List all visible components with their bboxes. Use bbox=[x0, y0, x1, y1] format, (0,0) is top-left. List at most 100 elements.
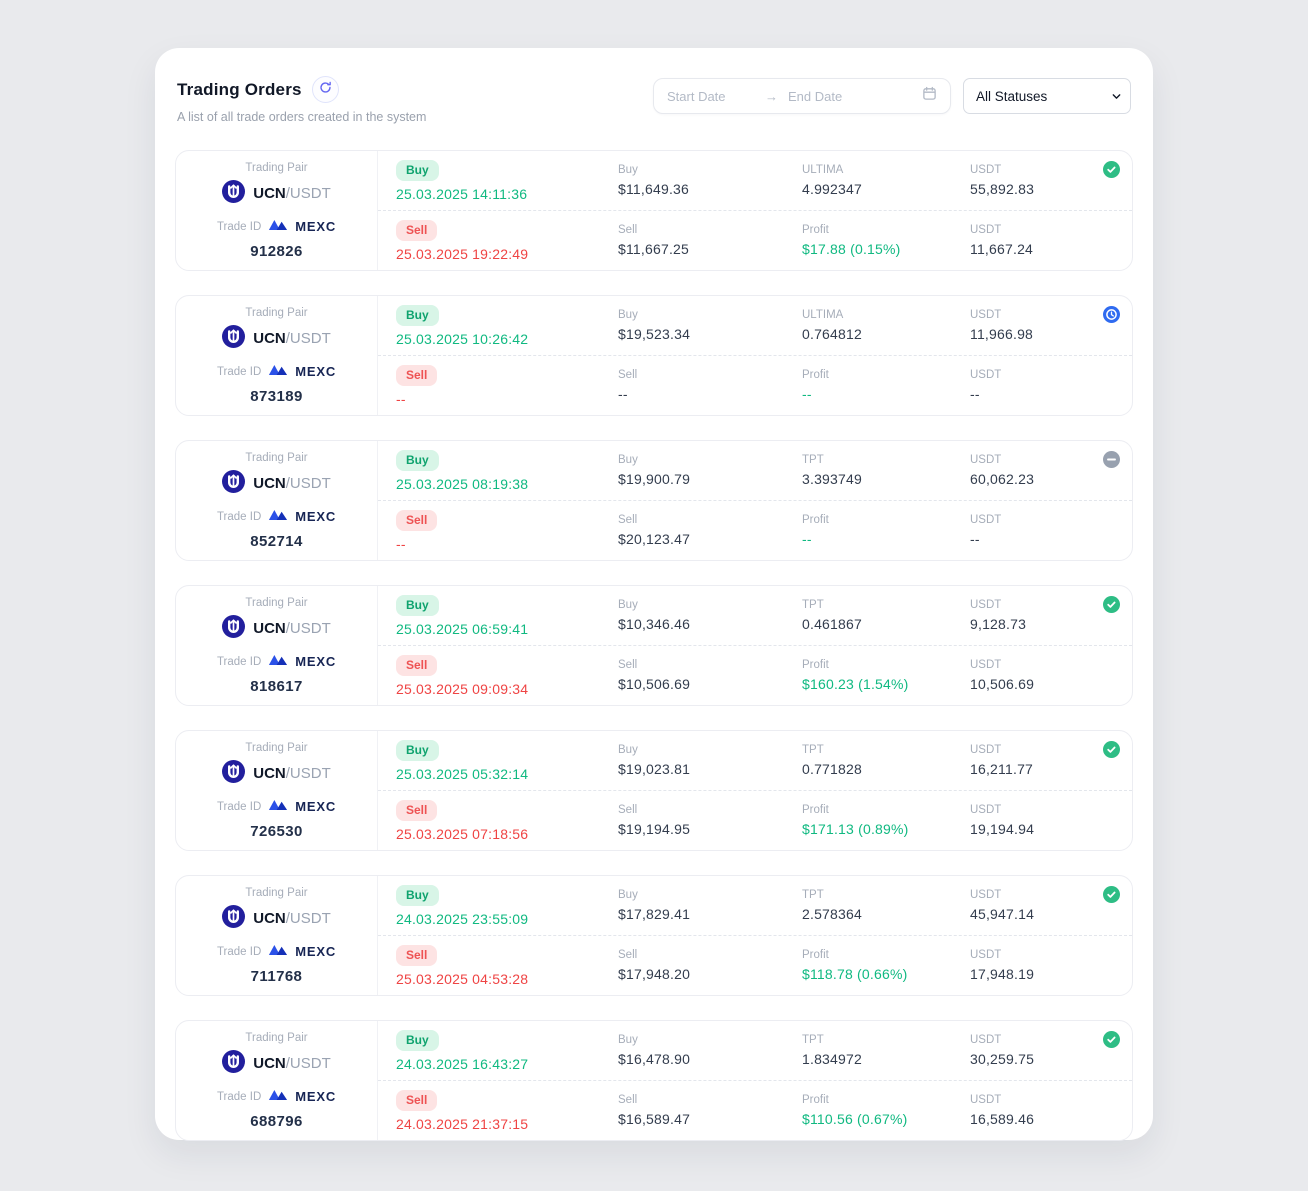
sell-amount-cell: Sell $16,589.47 bbox=[618, 1094, 802, 1127]
status-filter-wrap: All Statuses bbox=[963, 78, 1131, 114]
sell-row: Sell -- Sell $20,123.47 Profit -- USDT -… bbox=[378, 500, 1132, 560]
buy-amount-label: Buy bbox=[618, 599, 638, 611]
sell-row: Sell 25.03.2025 19:22:49 Sell $11,667.25… bbox=[378, 210, 1132, 270]
refresh-button[interactable] bbox=[311, 76, 339, 103]
buy-amount-cell: Buy $19,023.81 bbox=[618, 744, 802, 777]
trading-pair-label: Trading Pair bbox=[245, 306, 308, 319]
sell-amount-label: Sell bbox=[618, 1094, 638, 1106]
sell-row: Sell 25.03.2025 04:53:28 Sell $17,948.20… bbox=[378, 935, 1132, 995]
buy-time-cell: Buy 24.03.2025 23:55:09 bbox=[396, 884, 618, 927]
sell-usdt-cell: USDT -- bbox=[970, 369, 1114, 402]
trade-id-row: Trade ID MEXC bbox=[217, 1087, 336, 1107]
mexc-wordmark: MEXC bbox=[295, 944, 337, 959]
sell-amount-cell: Sell $11,667.25 bbox=[618, 224, 802, 257]
profit-value: -- bbox=[802, 531, 812, 547]
profit-label: Profit bbox=[802, 949, 829, 961]
trading-pair-value: UCN/USDT bbox=[222, 759, 331, 788]
token-amount-cell: TPT 0.461867 bbox=[802, 599, 970, 632]
order-right-panel: Buy 25.03.2025 06:59:41 Buy $10,346.46 T… bbox=[378, 586, 1132, 705]
buy-time-cell: Buy 25.03.2025 05:32:14 bbox=[396, 739, 618, 782]
profit-value: -- bbox=[802, 386, 812, 402]
buy-row: Buy 24.03.2025 16:43:27 Buy $16,478.90 T… bbox=[378, 1021, 1132, 1080]
token-amount-value: 1.834972 bbox=[802, 1051, 862, 1067]
trade-id-number: 726530 bbox=[250, 822, 303, 840]
trading-pair-value: UCN/USDT bbox=[222, 469, 331, 498]
sell-usdt-cell: USDT 16,589.46 bbox=[970, 1094, 1114, 1127]
sell-amount-value: $16,589.47 bbox=[618, 1111, 691, 1127]
pair-base: UCN bbox=[253, 619, 286, 637]
buy-time-cell: Buy 25.03.2025 08:19:38 bbox=[396, 449, 618, 492]
profit-value: $118.78 (0.66%) bbox=[802, 966, 908, 982]
start-date-input[interactable]: Start Date bbox=[667, 88, 726, 104]
buy-time-cell: Buy 24.03.2025 16:43:27 bbox=[396, 1029, 618, 1072]
sell-time-cell: Sell 25.03.2025 07:18:56 bbox=[396, 799, 618, 842]
order-card[interactable]: Trading Pair UCN/USDT Trade ID bbox=[175, 585, 1133, 706]
buy-time-cell: Buy 25.03.2025 10:26:42 bbox=[396, 304, 618, 347]
sell-amount-value: -- bbox=[618, 386, 628, 402]
token-amount-value: 0.771828 bbox=[802, 761, 862, 777]
buy-row: Buy 25.03.2025 10:26:42 Buy $19,523.34 U… bbox=[378, 296, 1132, 355]
pair-base: UCN bbox=[253, 909, 286, 927]
buy-usdt-label: USDT bbox=[970, 599, 1002, 611]
buy-amount-value: $19,900.79 bbox=[618, 471, 691, 487]
order-card[interactable]: Trading Pair UCN/USDT Trade ID bbox=[175, 150, 1133, 271]
trade-id-label: Trade ID bbox=[216, 800, 262, 813]
sell-usdt-value: -- bbox=[970, 531, 980, 547]
profit-cell: Profit $118.78 (0.66%) bbox=[802, 949, 970, 982]
buy-usdt-label: USDT bbox=[970, 164, 1002, 176]
profit-label: Profit bbox=[802, 804, 829, 816]
sell-amount-value: $11,667.25 bbox=[618, 241, 690, 257]
trading-pair-value: UCN/USDT bbox=[222, 1049, 331, 1078]
date-range-picker[interactable]: Start Date → End Date bbox=[653, 78, 951, 114]
profit-value: $171.13 (0.89%) bbox=[802, 821, 909, 837]
sell-badge: Sell bbox=[396, 654, 438, 676]
sell-time-cell: Sell -- bbox=[396, 509, 618, 552]
trade-id-number: 912826 bbox=[250, 242, 303, 260]
pair-base: UCN bbox=[253, 184, 286, 202]
trading-pair-value: UCN/USDT bbox=[222, 614, 331, 643]
pair-base: UCN bbox=[253, 764, 286, 782]
order-card[interactable]: Trading Pair UCN/USDT Trade ID bbox=[175, 295, 1133, 416]
sell-time-cell: Sell 24.03.2025 21:37:15 bbox=[396, 1089, 618, 1132]
status-filter-select[interactable]: All Statuses bbox=[963, 78, 1131, 114]
sell-amount-cell: Sell $20,123.47 bbox=[618, 514, 802, 547]
profit-value: $17.88 (0.15%) bbox=[802, 241, 901, 257]
token-amount-value: 4.992347 bbox=[802, 181, 862, 197]
trading-pair-value: UCN/USDT bbox=[222, 324, 331, 353]
order-card[interactable]: Trading Pair UCN/USDT Trade ID bbox=[175, 440, 1133, 561]
buy-amount-cell: Buy $17,829.41 bbox=[618, 889, 802, 922]
sell-usdt-label: USDT bbox=[970, 949, 1002, 961]
token-amount-value: 2.578364 bbox=[802, 906, 862, 922]
sell-amount-value: $19,194.95 bbox=[618, 821, 691, 837]
buy-amount-cell: Buy $11,649.36 bbox=[618, 164, 802, 197]
trade-id-label: Trade ID bbox=[216, 945, 262, 958]
order-left-panel: Trading Pair UCN/USDT Trade ID bbox=[176, 441, 378, 560]
pair-base: UCN bbox=[253, 474, 286, 492]
ucn-coin-icon bbox=[222, 614, 246, 643]
sell-badge: Sell bbox=[396, 1089, 438, 1111]
end-date-input[interactable]: End Date bbox=[788, 88, 843, 104]
order-card[interactable]: Trading Pair UCN/USDT Trade ID bbox=[175, 875, 1133, 996]
sell-row: Sell -- Sell -- Profit -- USDT -- bbox=[378, 355, 1132, 415]
token-label: ULTIMA bbox=[802, 164, 844, 176]
orders-list: Trading Pair UCN/USDT Trade ID bbox=[155, 150, 1153, 1141]
trading-pair-label: Trading Pair bbox=[245, 451, 308, 464]
token-amount-value: 0.764812 bbox=[802, 326, 862, 342]
pair-quote: /USDT bbox=[285, 474, 331, 492]
buy-badge: Buy bbox=[396, 594, 439, 616]
buy-time-cell: Buy 25.03.2025 14:11:36 bbox=[396, 159, 618, 202]
order-card[interactable]: Trading Pair UCN/USDT Trade ID bbox=[175, 1020, 1133, 1141]
order-card[interactable]: Trading Pair UCN/USDT Trade ID bbox=[175, 730, 1133, 851]
profit-label: Profit bbox=[802, 369, 829, 381]
buy-badge: Buy bbox=[396, 1029, 439, 1051]
token-amount-cell: TPT 3.393749 bbox=[802, 454, 970, 487]
buy-amount-label: Buy bbox=[618, 309, 638, 321]
buy-usdt-label: USDT bbox=[970, 744, 1002, 756]
sell-time-cell: Sell 25.03.2025 04:53:28 bbox=[396, 944, 618, 987]
mexc-wordmark: MEXC bbox=[295, 1089, 337, 1104]
clock-circle-icon bbox=[1103, 306, 1120, 323]
trade-id-number: 688796 bbox=[250, 1112, 303, 1130]
order-left-panel: Trading Pair UCN/USDT Trade ID bbox=[176, 1021, 378, 1140]
calendar-icon bbox=[922, 86, 937, 106]
profit-cell: Profit -- bbox=[802, 514, 970, 547]
